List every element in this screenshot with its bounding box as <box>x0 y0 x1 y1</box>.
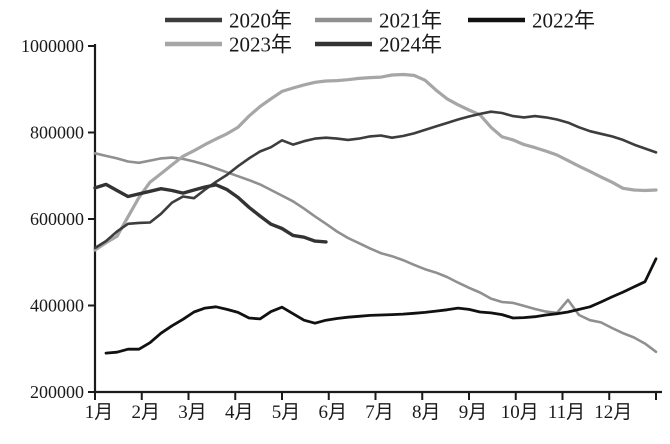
x-tick-label: 12月 <box>594 402 632 423</box>
x-tick-label: 5月 <box>272 402 301 423</box>
plot-series <box>93 72 658 355</box>
series-line-2023年 <box>93 72 658 252</box>
legend-item-2024年: 2024年 <box>315 33 442 57</box>
x-tick-label: 4月 <box>225 402 254 423</box>
x-tick-label: 1月 <box>85 402 114 423</box>
y-axis-labels: 200000 400000 600000 800000 1000000 <box>21 36 84 402</box>
series-line-2022年 <box>104 257 658 355</box>
y-tick-label: 600000 <box>30 209 84 229</box>
x-tick-label: 2月 <box>131 402 160 423</box>
y-tick-label: 800000 <box>30 123 84 143</box>
x-tick-label: 10月 <box>501 402 539 423</box>
series-line-2021年 <box>93 152 658 354</box>
legend-label: 2020年 <box>229 9 292 33</box>
y-tick-label: 200000 <box>30 382 84 402</box>
legend-item-2020年: 2020年 <box>165 9 292 33</box>
x-tick-label: 6月 <box>318 402 347 423</box>
x-tick-label: 7月 <box>365 402 394 423</box>
axes <box>88 44 662 400</box>
series-line-2024年 <box>93 182 328 244</box>
legend-label: 2022年 <box>532 9 595 33</box>
legend-item-2021年: 2021年 <box>315 9 442 33</box>
x-tick-label: 8月 <box>412 402 441 423</box>
legend-item-2023年: 2023年 <box>165 33 292 57</box>
chart-legend: 2020年 2021年 2022年 2023年 2024年 <box>165 9 595 57</box>
legend-label: 2024年 <box>379 33 442 57</box>
y-tick-label: 400000 <box>30 296 84 316</box>
legend-label: 2021年 <box>379 9 442 33</box>
legend-item-2022年: 2022年 <box>468 9 595 33</box>
x-tick-label: 11月 <box>548 402 585 423</box>
legend-label: 2023年 <box>229 33 292 57</box>
series-line-2020年 <box>93 110 658 250</box>
y-tick-label: 1000000 <box>21 36 84 56</box>
x-tick-label: 9月 <box>459 402 488 423</box>
x-axis-labels: 1月 2月 3月 4月 5月 6月 7月 8月 9月 10月 11月 12月 <box>85 402 633 423</box>
x-tick-label: 3月 <box>178 402 207 423</box>
